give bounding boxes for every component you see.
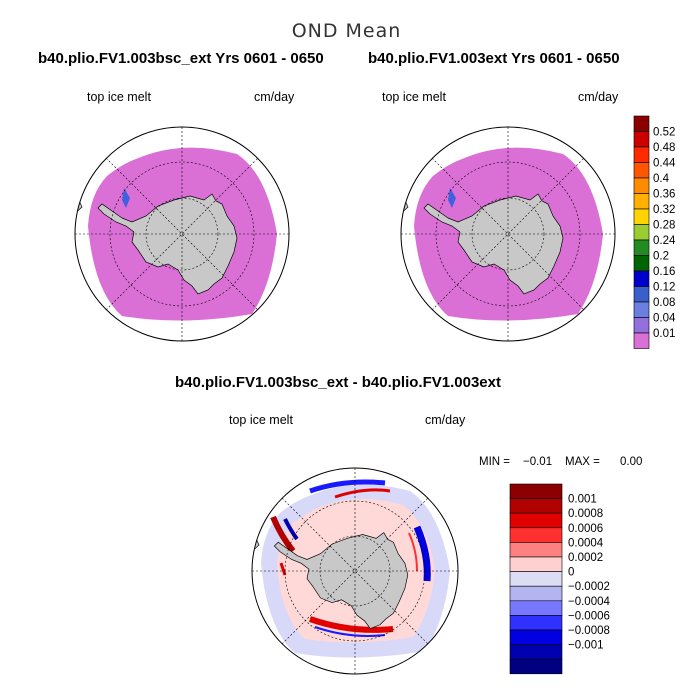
cb-top-tick-label: 0.24 — [653, 235, 676, 247]
panel-3-units: cm/day — [425, 413, 466, 427]
cb-diff-swatch — [509, 600, 563, 616]
max-value: 0.00 — [620, 456, 643, 468]
cb-top-tick-label: 0.4 — [653, 173, 670, 185]
cb-diff-swatch — [509, 527, 563, 543]
max-label: MAX = — [565, 456, 600, 468]
cb-top-swatch — [633, 270, 650, 287]
panel-1-variable: top ice melt — [87, 90, 151, 104]
cb-top-swatch — [633, 239, 650, 256]
cb-top-swatch — [633, 193, 650, 210]
cb-diff-swatch — [509, 571, 563, 587]
cb-top-swatch — [633, 317, 650, 334]
cb-top-tick-label: 0.2 — [653, 251, 669, 263]
cb-top-swatch — [633, 115, 650, 132]
cb-top-swatch — [633, 255, 650, 272]
cb-top-tick-label: 0.52 — [653, 127, 675, 139]
cb-top-swatch — [633, 146, 650, 163]
panel-1-units: cm/day — [254, 90, 295, 104]
cb-diff-swatch — [509, 644, 563, 660]
cb-diff-swatch — [509, 658, 563, 675]
cb-top-swatch — [633, 208, 650, 225]
cb-diff-tick-label: −0.0002 — [568, 581, 610, 593]
cb-top-tick-label: 0.08 — [653, 297, 675, 309]
panel-3-variable: top ice melt — [229, 413, 293, 427]
cb-diff-tick-label: 0.0002 — [568, 552, 603, 564]
cb-diff-swatch — [509, 498, 563, 514]
cb-top-tick-label: 0.36 — [653, 189, 675, 201]
main-title: OND Mean — [291, 20, 402, 42]
cb-top-swatch — [633, 131, 650, 148]
cb-diff-swatch — [509, 585, 563, 602]
cb-diff-tick-label: 0.0004 — [568, 537, 604, 549]
cb-top-tick-label: 0.12 — [653, 282, 675, 294]
cb-diff-swatch — [509, 483, 563, 499]
cb-diff-tick-label: 0.0008 — [568, 508, 603, 520]
cb-top-tick-label: 0.44 — [653, 158, 676, 170]
cb-top-tick-label: 0.16 — [653, 266, 675, 278]
cb-diff-tick-label: 0.0006 — [568, 523, 603, 535]
cb-top-tick-label: 0.04 — [653, 313, 676, 325]
cb-diff-tick-label: −0.0004 — [568, 596, 610, 608]
cb-diff-swatch — [509, 615, 563, 631]
panel-3-title: b40.plio.FV1.003bsc_ext - b40.plio.FV1.0… — [175, 374, 501, 391]
panel-2-title: b40.plio.FV1.003ext Yrs 0601 - 0650 — [368, 50, 620, 67]
panel-2-variable: top ice melt — [382, 90, 446, 104]
panel-1-map — [74, 126, 290, 342]
cb-diff-tick-label: −0.0008 — [568, 625, 610, 637]
cb-top-swatch — [633, 301, 650, 318]
cb-diff-swatch — [509, 556, 563, 572]
cb-diff-tick-label: −0.0006 — [568, 610, 610, 622]
cb-top-tick-label: 0.32 — [653, 204, 675, 216]
cb-top-swatch — [633, 224, 650, 241]
cb-diff-tick-label: 0 — [568, 567, 574, 579]
cb-top-tick-label: 0.28 — [653, 220, 675, 232]
panel-3-map — [251, 467, 459, 675]
cb-top-swatch — [633, 332, 650, 349]
cb-diff-swatch — [509, 512, 563, 529]
cb-diff-tick-label: −0.001 — [568, 640, 604, 652]
cb-diff-swatch — [509, 542, 563, 558]
panel-2-units: cm/day — [578, 90, 619, 104]
cb-top-tick-label: 0.48 — [653, 142, 675, 154]
panel-2-map — [400, 126, 616, 342]
panel-1-title: b40.plio.FV1.003bsc_ext Yrs 0601 - 0650 — [38, 50, 324, 67]
cb-diff-tick-label: 0.001 — [568, 494, 597, 506]
colorbar-top: 0.52 0.48 0.44 0.4 0.36 0.32 0.28 0.24 0.2 0.16 0.… — [633, 115, 676, 349]
cb-top-swatch — [633, 177, 650, 194]
colorbar-diff: 0.001 0.0008 0.0006 0.0004 0.0002 0 −0.0002 −0.… — [509, 483, 610, 675]
cb-top-swatch — [633, 286, 650, 303]
cb-diff-swatch — [509, 629, 563, 645]
min-label: MIN = — [479, 456, 510, 468]
cb-top-swatch — [633, 162, 650, 179]
cb-top-tick-label: 0.01 — [653, 328, 675, 340]
min-value: −0.01 — [523, 456, 553, 468]
